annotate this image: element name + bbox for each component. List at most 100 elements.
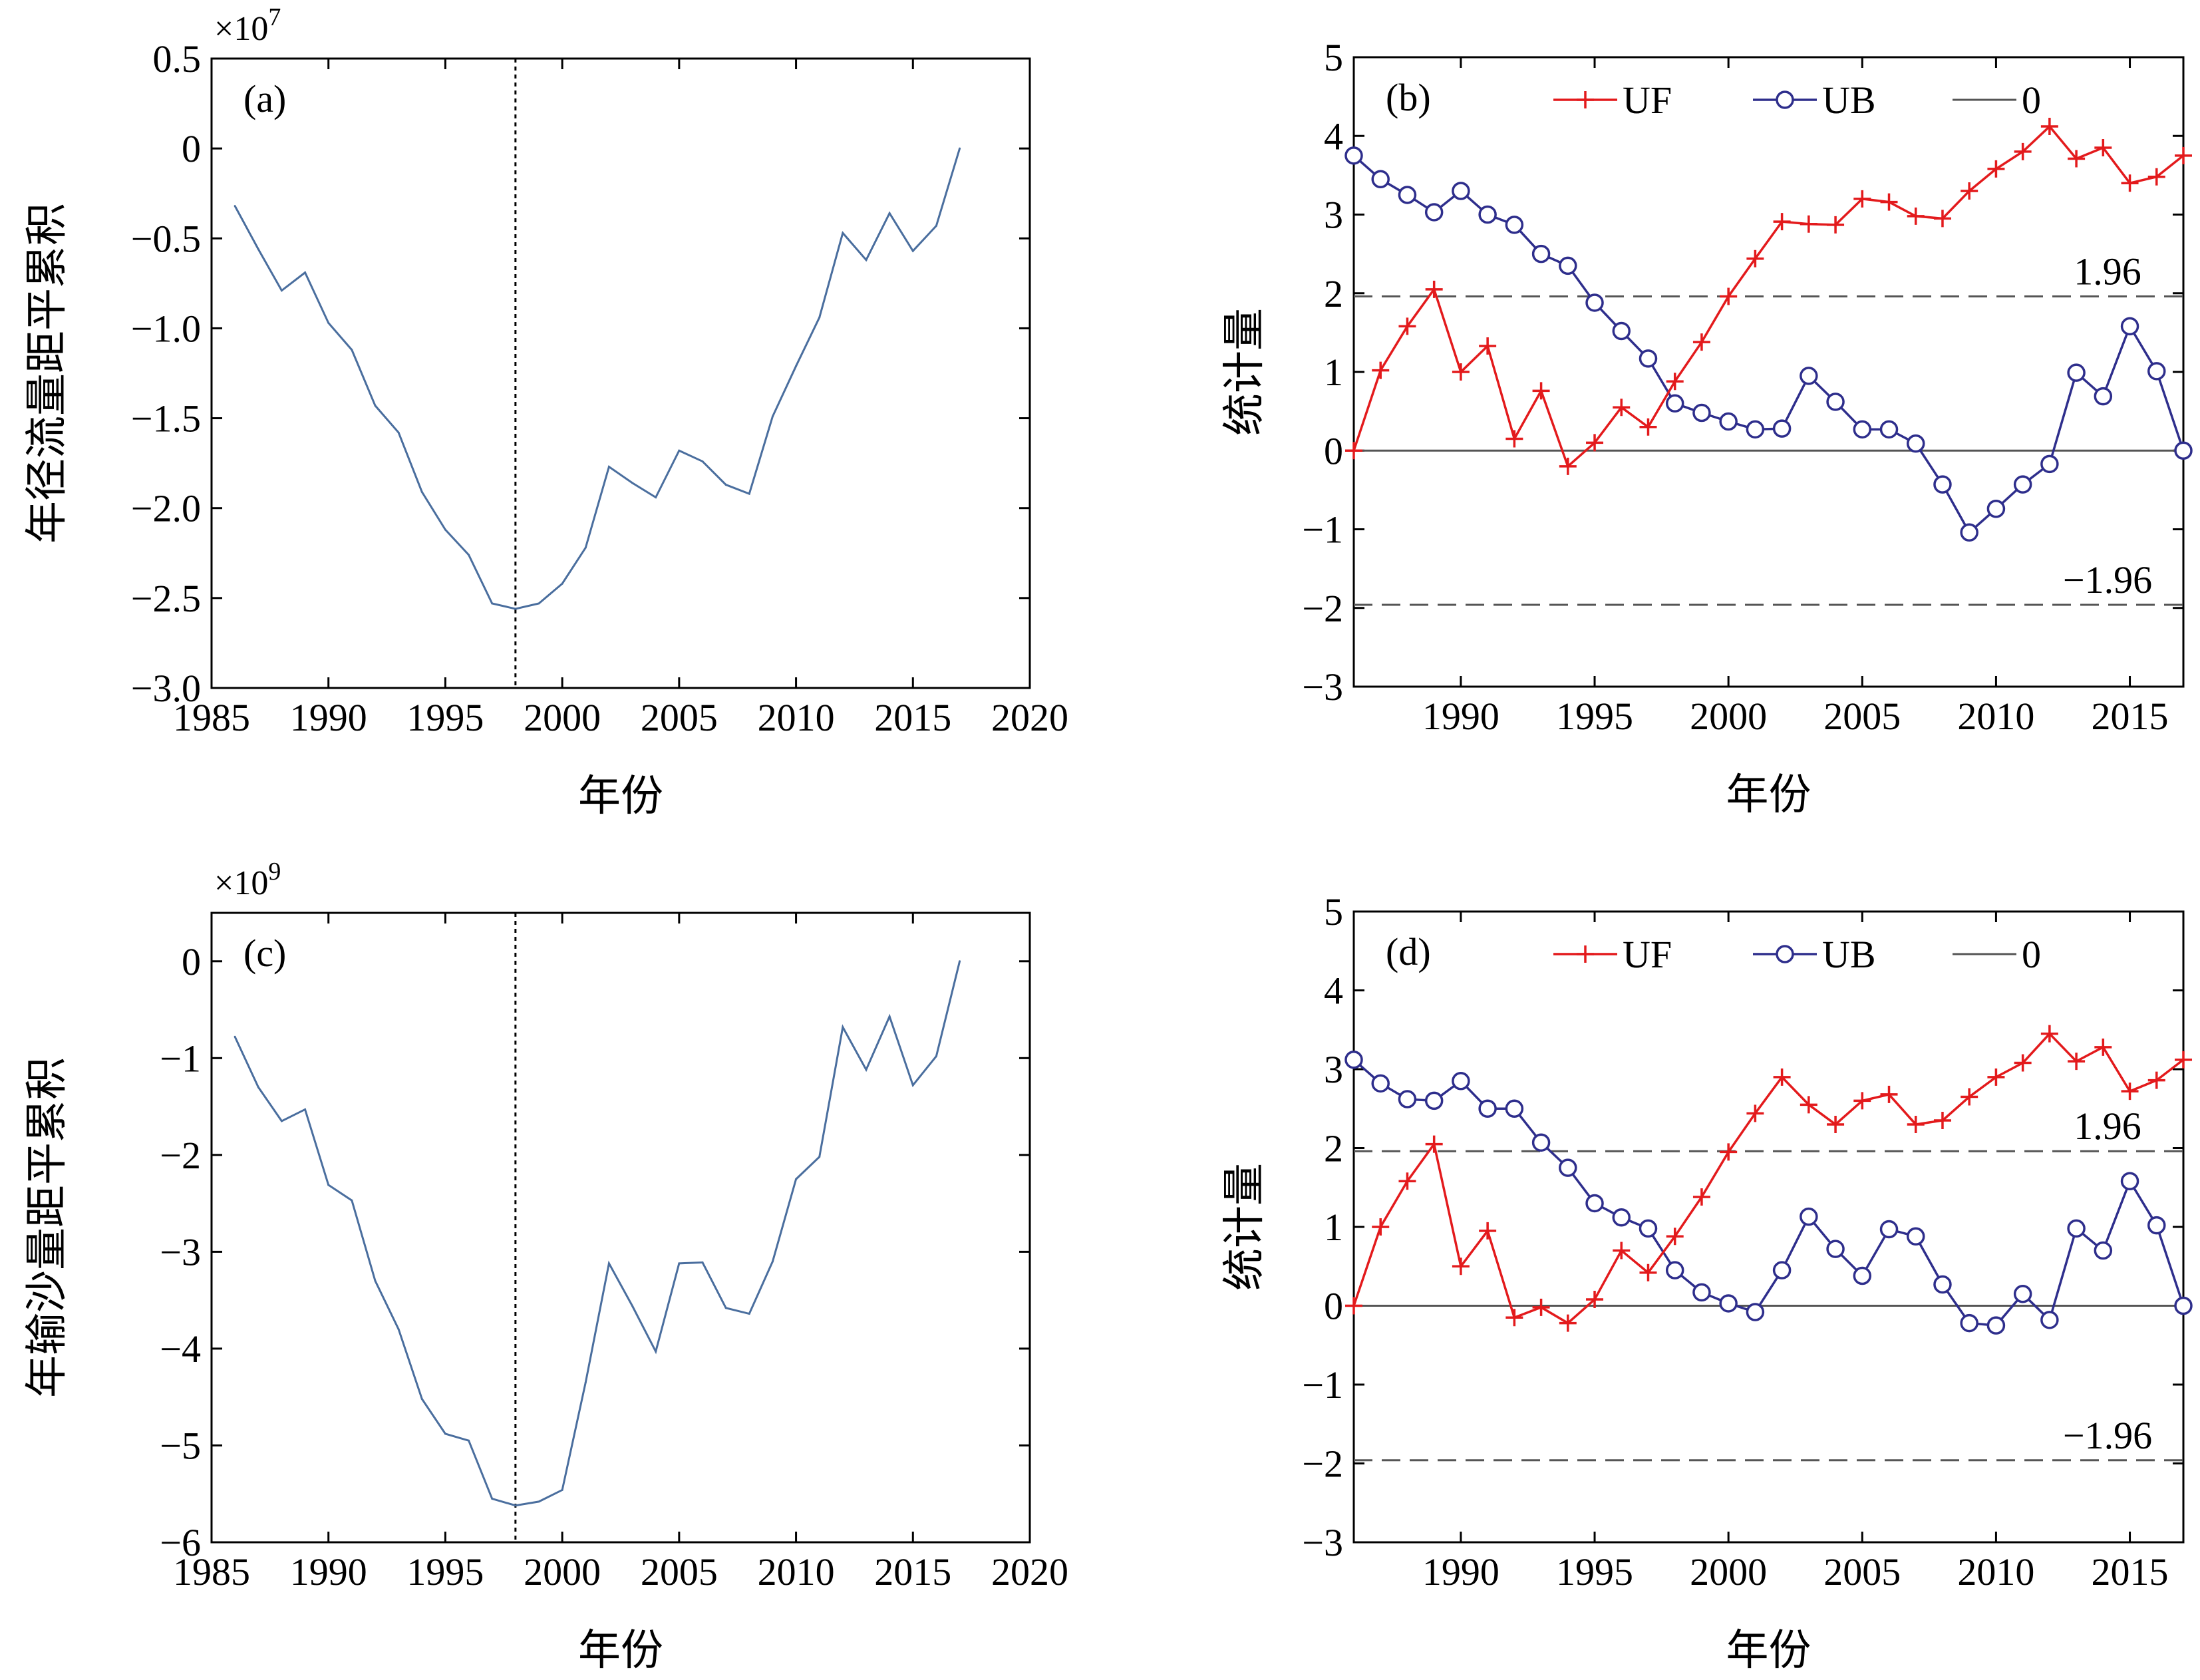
ub-point xyxy=(1772,419,1792,438)
x-tick-label: 1985 xyxy=(173,696,250,739)
uf-point xyxy=(1505,430,1523,448)
ub-point xyxy=(1478,205,1497,224)
data-point xyxy=(538,1500,540,1503)
uf-point xyxy=(1345,442,1362,460)
uf-point xyxy=(1479,337,1497,355)
x-tick-label: 2000 xyxy=(524,1550,601,1594)
legend-ub-label: UB xyxy=(1822,933,1876,976)
data-point xyxy=(795,1178,798,1180)
axis-exponent-power: 9 xyxy=(268,858,281,886)
data-point xyxy=(935,224,937,227)
threshold-label: −1.96 xyxy=(2063,1414,2152,1457)
x-tick-label: 2015 xyxy=(2092,695,2169,738)
x-tick-label: 1995 xyxy=(1556,1550,1633,1594)
data-point xyxy=(374,405,377,407)
y-tick-label: −1 xyxy=(1302,1363,1343,1407)
x-tick-label: 2000 xyxy=(524,696,601,739)
y-tick-label: −4 xyxy=(160,1327,201,1371)
uf-point xyxy=(1372,361,1390,379)
ub-point xyxy=(2040,1311,2059,1329)
uf-point xyxy=(1907,207,1925,225)
x-tick-label: 2015 xyxy=(2092,1550,2169,1594)
data-point xyxy=(865,259,867,261)
data-point xyxy=(280,1120,283,1122)
data-point xyxy=(607,466,610,468)
legend-uf-marker xyxy=(1577,91,1594,108)
uf-point xyxy=(1720,1143,1738,1161)
y-tick-label: −6 xyxy=(160,1521,201,1564)
data-point xyxy=(304,271,307,274)
uf-point xyxy=(1532,382,1550,400)
data-point xyxy=(888,1015,891,1018)
x-tick-label: 1990 xyxy=(1422,1550,1499,1594)
data-point xyxy=(491,602,494,605)
data-point xyxy=(257,248,259,251)
uf-point xyxy=(2121,1083,2139,1100)
uf-point xyxy=(1773,1068,1791,1086)
data-point xyxy=(351,349,353,351)
y-tick-label: −1 xyxy=(160,1037,201,1080)
y-tick-label: −3 xyxy=(1302,1521,1343,1564)
x-axis-label: 年份 xyxy=(1726,771,1811,818)
uf-point xyxy=(1586,434,1604,452)
threshold-label: 1.96 xyxy=(2074,250,2141,293)
ub-point xyxy=(1800,367,1818,385)
data-point xyxy=(491,1498,494,1500)
panel-label: (a) xyxy=(243,77,286,120)
uf-point xyxy=(1880,193,1898,211)
ub-point xyxy=(1452,182,1470,200)
axis-exponent-base: ×10 xyxy=(214,864,268,902)
data-point xyxy=(327,1184,330,1186)
data-point xyxy=(724,1307,727,1309)
y-axis-label: 统计量 xyxy=(1221,308,1268,436)
uf-point xyxy=(2068,150,2086,168)
data-point xyxy=(468,1439,470,1442)
x-tick-label: 2000 xyxy=(1690,1550,1767,1594)
uf-point xyxy=(1425,280,1443,298)
x-tick-label: 2005 xyxy=(641,1550,718,1594)
data-point xyxy=(304,1108,307,1110)
ub-point xyxy=(1906,434,1925,453)
uf-point xyxy=(1479,1222,1497,1240)
uf-point xyxy=(1639,418,1657,436)
ub-point xyxy=(1398,186,1417,204)
data-point xyxy=(678,449,681,452)
y-tick-label: −1.5 xyxy=(131,397,201,440)
data-point xyxy=(818,1156,821,1158)
ub-point xyxy=(1960,1313,1978,1333)
uf-series-line xyxy=(1352,124,2185,468)
data-point xyxy=(561,1488,563,1491)
data-point xyxy=(655,1350,657,1353)
ub-point xyxy=(1746,1303,1765,1321)
uf-point xyxy=(1853,1092,1871,1110)
data-point xyxy=(748,492,750,495)
x-tick-label: 2005 xyxy=(641,696,718,739)
y-tick-label: −1 xyxy=(1302,508,1343,552)
x-tick-label: 2000 xyxy=(1690,695,1767,738)
data-point xyxy=(795,365,798,367)
uf-point xyxy=(1452,1258,1470,1275)
y-tick-label: −2.5 xyxy=(131,577,201,620)
y-tick-label: −3 xyxy=(1302,665,1343,709)
x-tick-label: 1990 xyxy=(290,1550,367,1594)
x-tick-label: 2005 xyxy=(1823,695,1901,738)
y-axis-label: 年输沙量距平累积 xyxy=(23,1057,71,1398)
panel-label: (c) xyxy=(243,931,286,975)
panel-d: 5 4 3 2 1 0 −1 −2 −3 1990 1995 2000 2005 2010 2015 年份 统计… xyxy=(1221,890,2193,1674)
x-tick-label: 2010 xyxy=(758,1550,835,1594)
data-point xyxy=(514,607,517,610)
y-tick-label: 2 xyxy=(1324,1127,1343,1170)
x-axis-label: 年份 xyxy=(578,772,663,820)
data-point xyxy=(724,484,727,486)
x-tick-label: 1995 xyxy=(406,696,484,739)
y-tick-label: 1 xyxy=(1324,351,1343,394)
y-tick-label: 0 xyxy=(1324,1285,1343,1328)
ub-point xyxy=(1933,1275,1952,1294)
y-tick-label: 5 xyxy=(1324,36,1343,79)
data-point xyxy=(959,960,961,963)
ub-point xyxy=(2067,363,2086,382)
data-point xyxy=(911,1084,914,1087)
ub-point xyxy=(1559,1158,1577,1177)
uf-point xyxy=(1800,215,1817,233)
